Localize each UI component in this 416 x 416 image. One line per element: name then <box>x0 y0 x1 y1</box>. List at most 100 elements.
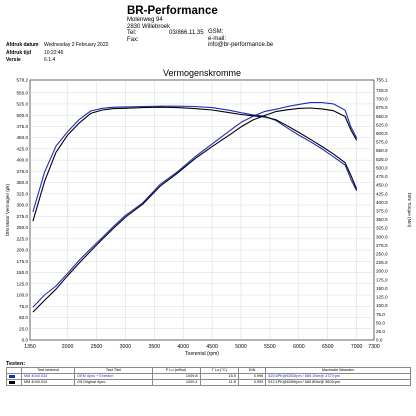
y-tick-label-right: 450.0 <box>376 183 388 188</box>
x-tick-label: 2000 <box>62 344 74 350</box>
x-tick-label: 7000 <box>351 344 363 350</box>
series-line-4-power <box>32 107 358 313</box>
y-tick-label-right: 600.0 <box>376 131 388 136</box>
y-tick-label-right: 650.0 <box>376 114 388 119</box>
y-tick-label-left: 325.0 <box>17 191 29 196</box>
table-row[interactable]: MM 4040.010 Olf Original dyno 1000.4 11.… <box>6 379 411 386</box>
y-tick-label-left: 75.0 <box>19 304 28 309</box>
y-tick-label-right: 350.0 <box>376 217 388 222</box>
y-tick-label-left: 375.0 <box>17 169 29 174</box>
print-meta: Afdruk datum Wednesday 2 February 2022 Af… <box>6 42 108 65</box>
y-tick-label-right: 400.0 <box>376 200 388 205</box>
y-tick-label-right: 725.0 <box>376 88 388 93</box>
company-city: 2830 Willebroek <box>127 23 171 30</box>
company-name: BR-Performance <box>127 5 218 17</box>
y-tick-label-left: 475.0 <box>17 124 29 129</box>
tests-title: Testen: <box>6 361 26 367</box>
email-label: e-mail: <box>208 35 227 42</box>
y-tick-label-right: 150.0 <box>376 286 388 291</box>
x-axis-label: Toerental (rpm) <box>185 351 219 357</box>
time-value: 10:22:46 <box>44 49 64 56</box>
version-label: Versie <box>6 57 21 64</box>
y-tick-label-left: 425.0 <box>17 146 29 151</box>
series-line-2-power <box>32 102 358 308</box>
y-tick-label-right: 700.0 <box>376 97 388 102</box>
email-value: info@br-performance.be <box>208 42 274 48</box>
y-tick-label-right: 300.0 <box>376 234 388 239</box>
y-tick-label-left: 225.0 <box>17 236 29 241</box>
x-tick-label: 4000 <box>177 344 189 350</box>
x-tick-label: 5500 <box>264 344 276 350</box>
company-street: Molenweg 94 <box>127 17 163 23</box>
y-tick-label-right: 325.0 <box>376 226 388 231</box>
version-value: 6.1.4 <box>44 57 56 64</box>
y-tick-label-left: 175.0 <box>17 259 29 264</box>
meta-date: Afdruk datum Wednesday 2 February 2022 <box>6 42 108 50</box>
y-tick-label-right: 275.0 <box>376 243 388 248</box>
row-title: Olf Original dyno <box>74 379 153 386</box>
y-tick-label-right: 500.0 <box>376 165 388 170</box>
y-tick-label-left: 150.0 <box>17 270 29 275</box>
y-tick-label-right: 525.0 <box>376 157 388 162</box>
tel-label: Tel: <box>127 30 137 36</box>
y-tick-label-right: 25.0 <box>376 329 385 334</box>
x-tick-label: 1350 <box>24 344 36 350</box>
y-tick-label-right: 75.0 <box>376 312 385 317</box>
tests-table: Test bestand Test Titel P Lu.(mBar) T Lu… <box>6 367 411 386</box>
y-tick-label-left: 200.0 <box>17 248 29 253</box>
x-tick-label: 3000 <box>120 344 132 350</box>
y-tick-label-right: 0.0 <box>376 338 383 343</box>
row-max: 512.1PK@6269rpm / 680.8Nm@ 3601rpm <box>265 379 411 386</box>
y-tick-label-left: 300.0 <box>17 203 29 208</box>
y-tick-label-left: 525.0 <box>17 102 29 107</box>
x-tick-label: 6000 <box>293 344 305 350</box>
y-tick-label-left: 500.0 <box>17 113 29 118</box>
y-axis-label-right: DIN Torque (Nm) <box>407 193 412 228</box>
power-curve-chart: Vermogenskromme 578.2 550.0 525.0 500.0 475.0… <box>5 68 412 357</box>
email-row: e-mail: info@br-performance.be <box>208 36 273 49</box>
tel-value: 03/866.11.35 <box>169 30 204 36</box>
chart-title: Vermogenskromme <box>163 68 241 78</box>
y-tick-label-left: 450.0 <box>17 135 29 140</box>
x-tick-label: 3500 <box>149 344 161 350</box>
series-color-swatch <box>9 374 15 378</box>
y-tick-label-right: 225.0 <box>376 260 388 265</box>
y-tick-label-right: 475.0 <box>376 174 388 179</box>
row-file: MM 4040.010 <box>20 379 76 386</box>
company-tel: Tel: 03/866.11.35 <box>127 30 367 37</box>
y-tick-label-right: 755.1 <box>376 78 388 83</box>
y-tick-label-left: 25.0 <box>19 326 28 331</box>
x-tick-label: 5000 <box>235 344 247 350</box>
y-tick-label-right: 575.0 <box>376 140 388 145</box>
series-color-swatch <box>9 380 15 384</box>
y-tick-label-right: 50.0 <box>376 320 385 325</box>
y-tick-label-left: 275.0 <box>17 214 29 219</box>
x-tick-label: 6500 <box>322 344 334 350</box>
y-tick-label-left: 0.0 <box>22 338 29 343</box>
y-tick-label-right: 550.0 <box>376 148 388 153</box>
y-tick-label-right: 675.0 <box>376 105 388 110</box>
company-fax: Fax: <box>127 37 367 44</box>
gsm-label: GSM: <box>208 29 224 35</box>
y-tick-label-right: 250.0 <box>376 252 388 257</box>
x-tick-label: 2500 <box>91 344 103 350</box>
company-header: BR-Performance Molenweg 94 2830 Willebro… <box>127 5 367 43</box>
row-swatch <box>6 379 22 386</box>
y-tick-label-left: 550.0 <box>17 90 29 95</box>
y-tick-label-left: 100.0 <box>17 293 29 298</box>
y-tick-label-right: 175.0 <box>376 277 388 282</box>
meta-version: Versie 6.1.4 <box>6 57 108 65</box>
series-line-1-torque <box>32 105 358 213</box>
y-tick-label-right: 375.0 <box>376 208 388 213</box>
y-tick-label-left: 578.2 <box>17 78 29 83</box>
y-tick-label-right: 125.0 <box>376 295 388 300</box>
row-din: 0.999 <box>237 379 267 386</box>
x-tick-label: 4500 <box>206 344 218 350</box>
x-tick-label: 7300 <box>368 344 380 350</box>
plot-frame <box>29 79 375 341</box>
y-tick-label-left: 400.0 <box>17 158 29 163</box>
series-line-3-torque <box>32 106 358 222</box>
date-value: Wednesday 2 February 2022 <box>44 42 109 48</box>
y-tick-label-left: 50.0 <box>19 315 28 320</box>
y-tick-label-right: 425.0 <box>376 191 388 196</box>
